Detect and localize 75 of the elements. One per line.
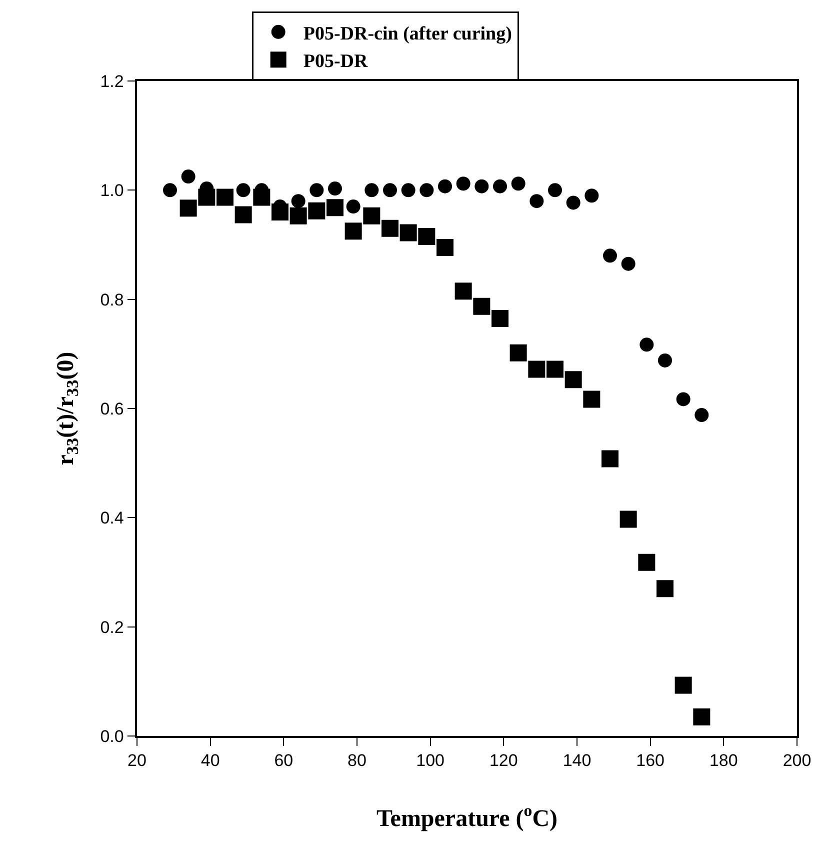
y-tick-label: 1.0 [100, 181, 124, 200]
point [511, 176, 526, 191]
point [326, 199, 344, 216]
point [344, 222, 362, 240]
point [253, 188, 270, 206]
point [364, 183, 379, 198]
point [198, 188, 216, 206]
point [236, 183, 250, 198]
point [418, 228, 436, 246]
point [310, 183, 324, 198]
y-tick-label: 1.2 [100, 72, 124, 91]
x-axis-title: Temperature ($^{o}$C) [376, 800, 558, 832]
point [382, 220, 398, 237]
point [308, 202, 326, 220]
point [400, 224, 417, 242]
point [603, 248, 617, 263]
point [291, 194, 306, 208]
point [492, 310, 508, 327]
point [163, 183, 177, 198]
point [548, 183, 562, 198]
y-tick-label: 0.0 [100, 726, 124, 746]
x-tick-label: 140 [562, 751, 592, 770]
x-tick-label: 60 [274, 751, 294, 770]
point [474, 179, 489, 194]
point [621, 256, 636, 271]
x-tick-label: 80 [348, 751, 366, 770]
point [181, 170, 196, 184]
point [401, 183, 416, 198]
y-tick-label: 0.4 [100, 508, 124, 528]
point [456, 176, 470, 191]
point [438, 179, 452, 194]
point [473, 298, 490, 315]
point [693, 708, 710, 726]
point [674, 676, 692, 694]
point [420, 183, 434, 198]
point [584, 188, 599, 203]
point [436, 238, 454, 256]
point [290, 207, 307, 224]
point [272, 204, 288, 220]
legend-label: P05-DR [303, 51, 368, 72]
point [564, 371, 582, 388]
point [363, 207, 380, 224]
legend-label: P05-DR-cin (after curing) [303, 23, 512, 44]
point [234, 206, 252, 224]
point [638, 554, 656, 571]
point [676, 392, 690, 406]
point [493, 179, 507, 194]
x-tick-label: 160 [636, 751, 665, 770]
point [566, 196, 580, 210]
x-tick-label: 180 [709, 751, 738, 770]
x-tick-label: 100 [416, 751, 445, 770]
point [510, 344, 527, 362]
point [346, 200, 360, 214]
y-tick-label: 0.2 [100, 618, 124, 637]
point [656, 580, 674, 598]
x-tick-label: 40 [200, 751, 220, 770]
point [383, 183, 397, 198]
point [620, 510, 637, 528]
point [694, 408, 709, 422]
x-tick-label: 120 [489, 751, 518, 770]
point [583, 390, 600, 408]
point [216, 188, 234, 206]
point [640, 338, 654, 352]
y-tick-label: 0.8 [100, 290, 124, 310]
point [602, 450, 618, 468]
point [328, 182, 342, 196]
point [658, 353, 672, 368]
point [546, 360, 564, 378]
y-tick-label: 0.6 [100, 399, 124, 418]
point [528, 360, 546, 378]
point [454, 282, 472, 300]
x-tick-label: 20 [128, 751, 146, 770]
point [180, 200, 197, 217]
point [530, 194, 544, 208]
x-tick-label: 200 [782, 751, 812, 770]
